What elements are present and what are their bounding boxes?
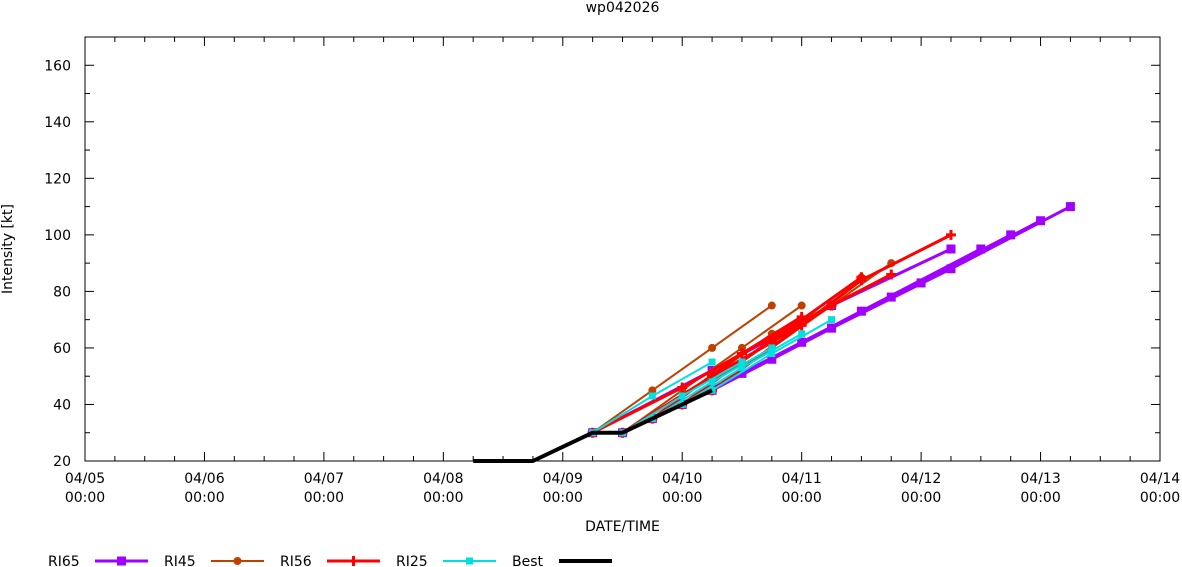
data-point xyxy=(738,358,746,366)
y-tick-label: 60 xyxy=(53,341,71,357)
x-tick-label: 04/06 00:00 xyxy=(184,471,224,506)
data-point xyxy=(648,386,657,395)
series-line xyxy=(711,205,1072,392)
data-point xyxy=(828,316,836,324)
x-tick-label: 04/08 00:00 xyxy=(423,471,463,506)
data-point xyxy=(856,275,867,286)
chart-title: wp042026 xyxy=(586,0,660,16)
x-axis-title: DATE/TIME xyxy=(585,519,660,535)
x-tick-label: 04/10 00:00 xyxy=(662,471,702,506)
data-point xyxy=(737,343,746,352)
data-point xyxy=(677,382,688,393)
legend: RI65 RI45 RI56 RI25 Best xyxy=(48,554,612,567)
data-point xyxy=(945,229,956,240)
x-tick-label: 04/05 00:00 xyxy=(65,471,105,506)
data-point xyxy=(708,358,716,366)
series-layer xyxy=(473,202,1075,463)
y-tick-label: 140 xyxy=(44,115,71,131)
data-point xyxy=(648,392,656,400)
legend-label: RI56 xyxy=(280,554,312,567)
series-ri56 xyxy=(587,229,956,438)
data-point xyxy=(738,364,746,372)
data-point xyxy=(946,244,956,254)
legend-item-best: Best xyxy=(512,554,612,567)
legend-label: Best xyxy=(512,554,544,567)
y-tick-label: 160 xyxy=(44,58,71,74)
legend-item-ri56: RI56 xyxy=(280,554,380,567)
data-point xyxy=(1065,202,1075,212)
y-tick-label: 80 xyxy=(53,284,71,300)
data-point xyxy=(708,378,716,386)
y-axis-title: Intensity [kt] xyxy=(0,204,16,294)
series-line xyxy=(711,233,952,392)
legend-item-ri45: RI45 xyxy=(164,554,264,567)
data-point xyxy=(766,334,777,345)
series-line xyxy=(592,304,773,434)
y-tick-label: 120 xyxy=(44,171,71,187)
y-tick-label: 20 xyxy=(53,454,71,470)
legend-marker xyxy=(348,556,359,566)
x-tick-label: 04/12 00:00 xyxy=(901,471,941,506)
x-tick-label: 04/13 00:00 xyxy=(1020,471,1060,506)
data-point xyxy=(768,350,776,358)
data-point xyxy=(797,301,806,310)
x-tick-label: 04/07 00:00 xyxy=(304,471,344,506)
data-point xyxy=(886,269,897,280)
legend-marker xyxy=(466,557,473,565)
axis-ticks: 04/05 00:00 04/06 00:00 04/07 00:00 04/08 00:00… xyxy=(44,36,1180,506)
x-tick-label: 04/14 00:00 xyxy=(1140,471,1180,506)
plot-frame xyxy=(84,36,1161,462)
data-point xyxy=(768,344,776,352)
legend-label: RI25 xyxy=(396,554,428,567)
legend-label: RI65 xyxy=(48,554,80,567)
legend-marker xyxy=(233,557,242,565)
x-tick-label: 04/11 00:00 xyxy=(781,471,821,506)
series-line xyxy=(473,388,713,463)
series-best xyxy=(473,388,713,463)
x-tick-label: 04/09 00:00 xyxy=(543,471,583,506)
data-point xyxy=(946,264,956,274)
data-point xyxy=(827,323,837,333)
legend-item-ri25: RI25 xyxy=(396,554,496,567)
data-point xyxy=(767,301,776,310)
data-point xyxy=(708,343,717,352)
data-point xyxy=(678,392,686,400)
y-tick-label: 100 xyxy=(44,228,71,244)
legend-item-ri65: RI65 xyxy=(48,554,148,567)
legend-marker xyxy=(117,556,126,566)
data-point xyxy=(736,348,747,359)
legend-label: RI45 xyxy=(164,554,196,567)
y-tick-label: 40 xyxy=(53,397,71,413)
data-point xyxy=(796,320,807,331)
data-point xyxy=(798,330,806,338)
